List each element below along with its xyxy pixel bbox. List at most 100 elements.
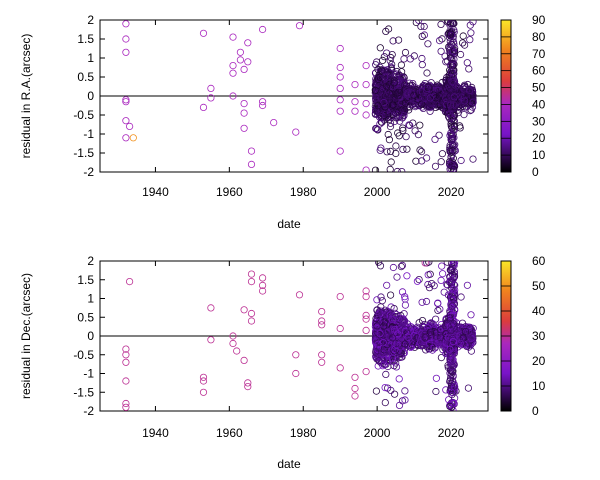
- data-point: [362, 311, 370, 319]
- data-point: [371, 86, 379, 95]
- data-point: [447, 341, 456, 349]
- data-point: [376, 329, 384, 338]
- data-point: [460, 97, 469, 105]
- data-point: [463, 281, 471, 289]
- data-point: [424, 40, 432, 48]
- data-point: [437, 47, 445, 55]
- data-point: [375, 309, 383, 317]
- y-tick-label: -0.5: [73, 108, 94, 122]
- data-point: [417, 22, 425, 30]
- data-point: [244, 379, 252, 387]
- data-point: [448, 363, 456, 371]
- data-point: [448, 302, 457, 310]
- data-point: [466, 36, 474, 44]
- data-point: [448, 135, 456, 143]
- data-point: [395, 375, 403, 383]
- data-point: [207, 304, 215, 312]
- data-point: [397, 323, 405, 331]
- data-point: [362, 367, 370, 376]
- data-point: [375, 357, 383, 365]
- data-point: [463, 59, 471, 67]
- data-point: [420, 22, 428, 31]
- data-point: [397, 61, 405, 69]
- data-point: [386, 123, 395, 131]
- data-point: [336, 96, 344, 104]
- data-point: [247, 317, 256, 325]
- data-point: [229, 92, 237, 100]
- data-point: [396, 315, 404, 323]
- data-point: [392, 363, 401, 371]
- data-point: [387, 158, 395, 166]
- data-point: [244, 58, 252, 66]
- data-point: [386, 291, 395, 299]
- data-point: [447, 105, 456, 113]
- data-point: [459, 32, 467, 40]
- colorbar-tick-label: 10: [532, 379, 546, 393]
- data-point: [401, 387, 409, 395]
- data-point: [469, 98, 477, 106]
- data-point: [449, 285, 458, 293]
- data-point: [403, 145, 411, 153]
- data-point: [318, 307, 326, 316]
- data-point: [383, 281, 391, 289]
- data-point: [395, 401, 404, 409]
- data-point: [401, 325, 409, 333]
- data-point: [351, 107, 359, 115]
- data-point: [362, 326, 370, 334]
- data-point: [383, 148, 391, 156]
- data-point: [457, 293, 465, 301]
- data-points: [122, 20, 477, 172]
- x-axis-label: date: [277, 217, 301, 231]
- data-point: [258, 25, 267, 34]
- data-point: [318, 321, 326, 329]
- data-point: [207, 336, 215, 344]
- data-point: [129, 134, 137, 142]
- colorbar-tick-label: 40: [532, 304, 546, 318]
- data-point: [398, 261, 406, 269]
- data-point: [126, 122, 134, 131]
- colorbar-tick-label: 60: [532, 64, 546, 78]
- data-point: [390, 79, 398, 87]
- data-point: [401, 301, 409, 309]
- data-point: [428, 92, 436, 101]
- data-point: [458, 39, 467, 47]
- data-point: [393, 341, 401, 349]
- data-point: [448, 147, 457, 155]
- data-point: [405, 106, 413, 114]
- y-tick-label: 1.5: [77, 273, 94, 287]
- data-point: [406, 100, 414, 109]
- data-point: [417, 148, 426, 156]
- y-tick-label: 2: [87, 13, 94, 27]
- data-point: [431, 315, 440, 323]
- data-point: [122, 351, 130, 359]
- data-point: [402, 133, 410, 141]
- data-point: [427, 99, 435, 107]
- data-point: [446, 54, 454, 62]
- data-point: [438, 150, 446, 158]
- data-point: [380, 322, 388, 330]
- data-point: [388, 325, 397, 334]
- data-point: [423, 69, 431, 77]
- data-point: [448, 80, 456, 88]
- data-point: [412, 20, 420, 27]
- data-point: [403, 87, 411, 95]
- data-point: [199, 377, 208, 385]
- data-point: [438, 35, 446, 43]
- colorbar-tick-label: 70: [532, 47, 546, 61]
- data-point: [438, 270, 447, 278]
- data-point: [418, 54, 426, 63]
- data-point: [122, 117, 130, 125]
- colorbar: 0 10 20 30 40 50 60: [500, 254, 546, 418]
- data-point: [258, 281, 267, 289]
- data-point: [422, 297, 431, 306]
- colorbar-tick-label: 20: [532, 354, 546, 368]
- data-point: [446, 277, 454, 285]
- data-point: [456, 50, 465, 59]
- x-tick-label: 1980: [290, 426, 317, 440]
- x-tick-label: 1940: [142, 426, 169, 440]
- data-point: [436, 305, 444, 313]
- data-point: [351, 98, 359, 106]
- colorbar-tick-label: 20: [532, 131, 546, 145]
- data-point: [401, 48, 410, 57]
